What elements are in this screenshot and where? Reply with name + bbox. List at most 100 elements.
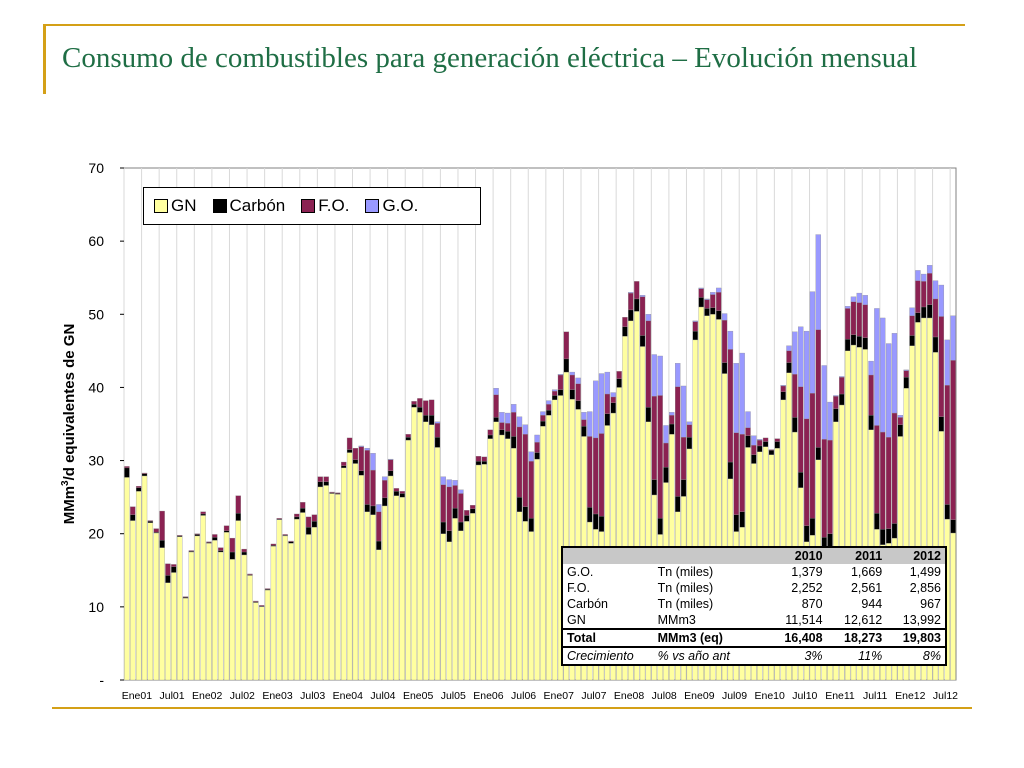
table-cell: MMm3 xyxy=(657,613,696,627)
bar-segment-fo xyxy=(464,510,470,516)
decorative-vertical-rule xyxy=(43,24,46,94)
bar-segment-go xyxy=(710,292,716,295)
legend-item-go: G.O. xyxy=(365,196,418,216)
bar-segment-fo xyxy=(563,331,570,360)
bar-segment-fo xyxy=(311,514,318,522)
bar-segment-fo xyxy=(745,427,751,436)
bar-segment-go xyxy=(651,354,657,397)
table-cell: 967 xyxy=(920,597,941,611)
bar-segment-carbn xyxy=(757,445,763,452)
bar-segment-go xyxy=(815,234,821,330)
bar-segment-carbn xyxy=(323,481,329,486)
bar-segment-carbn xyxy=(165,575,171,583)
bar-segment-fo xyxy=(762,437,769,442)
bar-segment-carbn xyxy=(622,326,628,337)
bar-segment-fo xyxy=(399,491,405,494)
bar-segment-gn xyxy=(124,477,130,681)
bar-segment-fo xyxy=(171,564,177,567)
bar-segment-go xyxy=(546,400,552,405)
bar-segment-fo xyxy=(827,439,833,534)
bar-segment-fo xyxy=(616,371,622,379)
bar-segment-fo xyxy=(540,415,546,422)
bar-segment-carbn xyxy=(634,298,640,312)
bar-segment-carbn xyxy=(657,518,663,535)
bar-segment-go xyxy=(757,439,763,441)
bar-segment-fo xyxy=(634,281,640,300)
bar-segment-fo xyxy=(897,417,904,425)
bar-segment-carbn xyxy=(241,551,247,556)
bar-segment-carbn xyxy=(669,423,675,435)
bar-segment-carbn xyxy=(639,335,646,347)
bar-segment-gn xyxy=(499,434,505,681)
bar-segment-fo xyxy=(223,525,230,531)
bar-segment-carbn xyxy=(903,377,909,389)
bar-segment-go xyxy=(780,385,786,387)
bar-segment-gn xyxy=(393,495,400,681)
bar-segment-gn xyxy=(317,486,323,681)
bar-segment-carbn xyxy=(428,415,435,425)
bar-segment-gn xyxy=(528,531,534,681)
bar-segment-fo xyxy=(182,596,189,598)
table-cell: Total xyxy=(562,628,654,648)
table-header-cell xyxy=(653,547,767,564)
bar-segment-fo xyxy=(663,442,669,468)
bar-segment-carbn xyxy=(698,297,704,308)
x-tick-label: Ene08 xyxy=(614,690,645,702)
legend-swatch-gn xyxy=(154,199,168,213)
legend-label-go: G.O. xyxy=(382,196,419,215)
bar-segment-fo xyxy=(305,516,312,528)
bar-segment-go xyxy=(376,504,382,512)
bar-segment-gn xyxy=(270,546,277,681)
x-tick-label: Ene12 xyxy=(895,690,926,702)
bar-segment-fo xyxy=(229,537,236,553)
bar-segment-fo xyxy=(141,472,148,474)
bar-segment-fo xyxy=(792,374,798,418)
bar-segment-go xyxy=(370,453,376,471)
table-cell: 870 xyxy=(801,597,823,611)
bar-segment-carbn xyxy=(891,523,898,539)
bar-segment-fo xyxy=(294,513,300,518)
bar-segment-gn xyxy=(458,530,464,681)
bar-segment-gn xyxy=(329,493,335,681)
bar-segment-gn xyxy=(510,447,517,681)
bar-segment-carbn xyxy=(932,336,939,353)
bar-segment-fo xyxy=(868,374,874,416)
bar-segment-fo xyxy=(282,534,288,536)
y-tick-label: 50 xyxy=(88,306,104,322)
bar-segment-carbn xyxy=(809,518,816,536)
bar-segment-gn xyxy=(165,582,171,681)
decorative-top-rule xyxy=(43,24,965,26)
y-tick-label: 40 xyxy=(88,379,104,395)
bar-segment-carbn xyxy=(675,496,681,512)
bar-segment-carbn xyxy=(885,528,892,544)
bar-segment-carbn xyxy=(692,330,698,341)
bar-segment-fo xyxy=(469,505,476,510)
bar-segment-fo xyxy=(938,316,945,417)
bar-segment-go xyxy=(522,424,529,435)
bar-segment-go xyxy=(868,360,874,376)
bar-segment-fo xyxy=(341,461,347,466)
x-tick-label: Jul08 xyxy=(652,690,677,702)
bar-segment-go xyxy=(510,404,517,413)
bar-segment-fo xyxy=(651,396,657,480)
bar-segment-carbn xyxy=(135,487,142,492)
bar-segment-gn xyxy=(253,602,259,681)
table-header-cell: 2012 xyxy=(886,547,946,564)
bar-segment-gn xyxy=(235,520,241,681)
legend-swatch-go xyxy=(365,199,380,213)
bar-segment-gn xyxy=(141,475,148,681)
bar-segment-fo xyxy=(704,299,710,309)
bar-segment-carbn xyxy=(839,393,845,406)
bar-segment-gn xyxy=(434,447,441,681)
table-cell: 11% xyxy=(858,649,883,663)
table-cell: Crecimiento xyxy=(567,649,634,663)
bar-segment-carbn xyxy=(704,308,710,316)
bar-segment-carbn xyxy=(944,504,950,520)
bar-segment-carbn xyxy=(464,515,470,522)
bar-segment-gn xyxy=(405,439,411,681)
bar-segment-gn xyxy=(376,549,382,681)
bar-segment-fo xyxy=(803,418,810,526)
legend-swatch-fo xyxy=(301,199,316,213)
bar-segment-fo xyxy=(358,446,364,471)
bar-segment-carbn xyxy=(212,537,218,541)
